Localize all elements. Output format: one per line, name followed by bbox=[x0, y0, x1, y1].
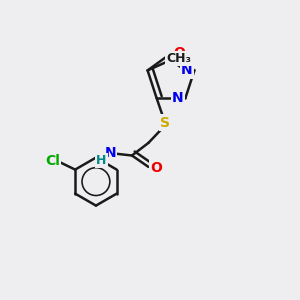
Text: CH₃: CH₃ bbox=[166, 52, 191, 65]
Text: O: O bbox=[150, 160, 162, 175]
Text: S: S bbox=[160, 116, 170, 130]
Text: N: N bbox=[181, 63, 192, 77]
Text: N: N bbox=[104, 146, 116, 160]
Text: N: N bbox=[172, 91, 184, 105]
Text: O: O bbox=[173, 46, 185, 60]
Text: Cl: Cl bbox=[45, 154, 60, 168]
Text: H: H bbox=[96, 154, 106, 167]
